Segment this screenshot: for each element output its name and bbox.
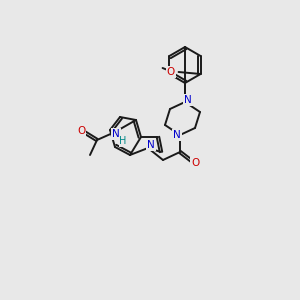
- Text: N: N: [184, 95, 192, 105]
- Text: O: O: [167, 67, 175, 77]
- Text: N: N: [173, 130, 181, 140]
- Text: N: N: [147, 140, 155, 150]
- Text: H: H: [119, 136, 127, 146]
- Text: O: O: [191, 158, 199, 168]
- Text: O: O: [77, 126, 85, 136]
- Text: N: N: [112, 129, 120, 139]
